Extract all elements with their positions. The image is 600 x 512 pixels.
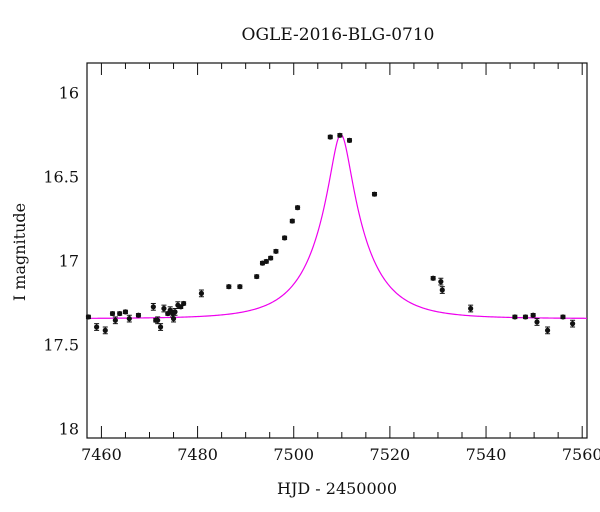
x-tick-label: 7520 [370,445,411,464]
data-point [150,304,156,310]
data-point [468,305,474,312]
data-point [294,205,301,211]
data-point [198,290,205,296]
x-tick-label: 7500 [273,445,314,464]
y-axis-label: I magnitude [10,203,29,301]
y-axis: 16 16.5 17 17.5 18 [43,83,79,439]
model-curve [87,133,588,319]
data-point [135,312,142,318]
x-tick-label: 7540 [466,445,507,464]
data-point [170,316,177,322]
data-point [85,314,92,320]
data-point [273,248,279,254]
data-points [85,132,576,335]
x-axis-label: HJD - 2450000 [277,479,397,498]
data-point [530,312,536,318]
data-point [181,300,187,307]
data-point [371,191,378,197]
y-tick-label: 16.5 [43,167,79,186]
data-point [94,324,100,330]
data-point [560,314,566,320]
data-point [439,287,445,293]
data-point [172,309,178,315]
y-tick-label: 16 [59,83,79,102]
data-point [438,279,444,285]
data-point [112,317,118,323]
data-point [268,255,274,261]
data-point [254,273,260,280]
x-axis: 7460 7480 7500 7520 7540 7560 [81,63,600,464]
x-tick-label: 7460 [81,445,122,464]
data-point [522,314,529,320]
data-point [289,218,295,224]
data-point [102,327,108,333]
data-point [161,305,167,312]
data-point [157,324,164,330]
plot-frame [86,62,588,439]
y-tick-label: 17.5 [43,336,79,355]
data-point [512,314,518,320]
data-point [430,275,436,281]
data-point [237,284,243,290]
y-tick-label: 17 [59,251,79,270]
data-point [327,134,333,140]
data-point [534,319,540,325]
data-point [122,309,129,315]
data-point [337,132,343,138]
x-tick-label: 7480 [177,445,218,464]
data-point [155,317,161,323]
data-point [126,316,132,322]
data-point [281,235,288,241]
y-tick-label: 18 [59,420,79,439]
data-point [346,137,353,143]
data-point [226,284,232,290]
data-point [569,321,576,327]
data-point [109,310,116,317]
x-tick-label: 7560 [562,445,600,464]
data-point [263,258,269,265]
data-point [544,327,551,333]
data-point [117,310,123,317]
chart-title: OGLE-2016-BLG-0710 [242,25,435,45]
